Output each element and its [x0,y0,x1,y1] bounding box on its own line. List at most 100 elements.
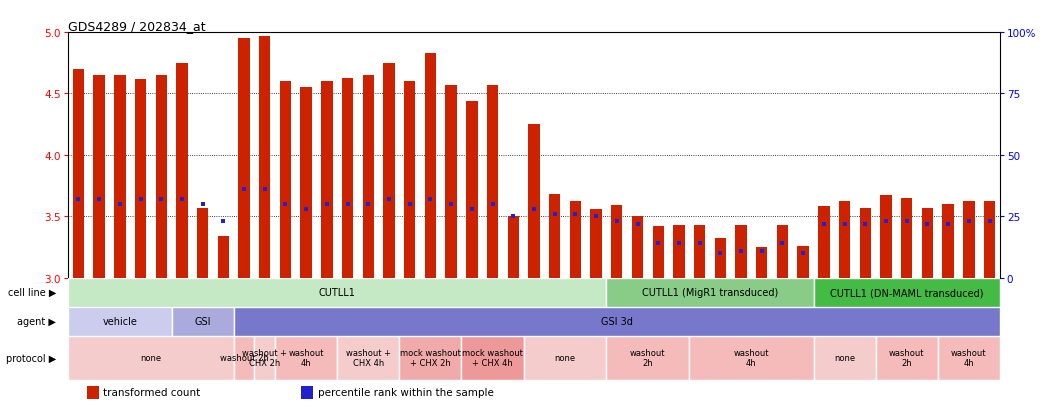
Bar [529,125,539,278]
Point [567,211,584,218]
Point [360,201,377,208]
Text: mock washout
+ CHX 4h: mock washout + CHX 4h [462,349,524,368]
Text: washout
4h: washout 4h [734,349,770,368]
Point [339,201,356,208]
Text: washout +
CHX 2h: washout + CHX 2h [242,349,287,368]
Bar [715,239,726,278]
Bar [135,80,147,278]
Bar [814,278,1000,307]
Bar [72,70,84,278]
Point [898,218,915,225]
Bar [445,85,456,278]
Bar [404,82,416,278]
Bar [302,387,313,399]
Text: none: none [834,354,855,363]
Bar [798,246,809,278]
Bar [156,76,166,278]
Text: washout
2h: washout 2h [889,349,925,368]
Bar [631,217,643,278]
Bar [735,225,747,278]
Text: cell line ▶: cell line ▶ [7,287,55,297]
Bar [425,54,437,278]
Point [401,201,418,208]
Point [381,196,398,203]
Text: agent ▶: agent ▶ [17,316,55,326]
Bar [321,82,333,278]
Bar [673,225,685,278]
Bar [233,336,254,380]
Bar [818,207,829,278]
Bar [68,307,172,336]
Point [712,250,729,257]
Point [422,196,439,203]
Bar [570,202,581,278]
Point [816,221,832,227]
Bar [694,225,706,278]
Bar [399,336,462,380]
Point [174,196,191,203]
Bar [611,206,623,278]
Bar [254,336,275,380]
Bar [839,202,850,278]
Point [774,240,790,247]
Bar [984,202,996,278]
Point [111,201,128,208]
Point [587,214,604,220]
Point [484,201,500,208]
Bar [87,387,98,399]
Point [195,201,211,208]
Point [91,196,108,203]
Point [691,240,708,247]
Text: washout
4h: washout 4h [951,349,986,368]
Bar [337,336,399,380]
Point [257,186,273,193]
Point [919,221,936,227]
Bar [197,208,208,278]
Text: CUTLL1: CUTLL1 [319,287,356,297]
Bar [362,76,374,278]
Text: mock washout
+ CHX 2h: mock washout + CHX 2h [400,349,461,368]
Bar [280,82,291,278]
Point [629,221,646,227]
Point [526,206,542,213]
Bar [942,204,954,278]
Bar [487,85,498,278]
Bar [881,196,892,278]
Bar [549,195,560,278]
Bar [466,102,477,278]
Bar [218,236,229,278]
Point [153,196,170,203]
Point [670,240,687,247]
Bar [875,336,938,380]
Bar [275,336,337,380]
Point [318,201,335,208]
Bar [68,336,233,380]
Bar [689,336,814,380]
Point [733,248,750,254]
Bar [652,226,664,278]
Bar [938,336,1000,380]
Bar [508,217,519,278]
Text: none: none [140,354,161,363]
Bar [524,336,606,380]
Text: washout
2h: washout 2h [630,349,666,368]
Bar [259,37,270,278]
Bar [172,307,233,336]
Bar [963,202,975,278]
Text: GSI 3d: GSI 3d [601,316,632,326]
Bar [93,76,105,278]
Bar [239,39,250,278]
Bar [814,336,875,380]
Bar [756,247,767,278]
Text: washout +
CHX 4h: washout + CHX 4h [346,349,391,368]
Bar [591,209,602,278]
Bar [901,198,912,278]
Point [650,240,667,247]
Text: transformed count: transformed count [104,387,201,397]
Text: GSI: GSI [195,316,210,326]
Point [70,196,87,203]
Point [877,218,894,225]
Text: none: none [555,354,576,363]
Text: washout
4h: washout 4h [288,349,324,368]
Point [795,250,811,257]
